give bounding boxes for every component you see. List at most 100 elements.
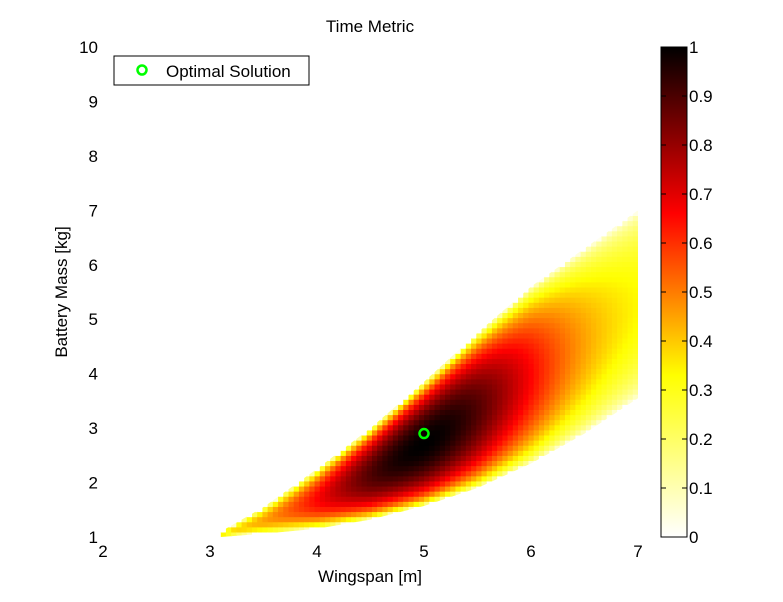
heat-cell	[580, 419, 587, 426]
heat-cell	[345, 516, 352, 523]
heat-cell	[241, 521, 248, 528]
heat-cell	[408, 429, 415, 436]
heat-cell	[460, 429, 467, 436]
heat-cell	[591, 307, 597, 314]
heat-cell	[591, 373, 597, 380]
heat-cell	[559, 297, 566, 303]
heat-cell	[471, 399, 477, 405]
heat-cell	[471, 378, 477, 385]
heat-cell	[632, 286, 638, 293]
heat-cell	[319, 501, 326, 507]
heat-cell	[465, 409, 472, 416]
heat-cell	[507, 348, 514, 354]
heat-cell	[622, 327, 629, 334]
heat-cell	[491, 450, 498, 456]
heat-cell	[497, 414, 503, 421]
heat-cell	[340, 485, 347, 492]
heat-cell	[497, 373, 503, 380]
heat-cell	[632, 332, 638, 339]
x-tick-label: 7	[633, 542, 642, 561]
heat-cell	[601, 337, 608, 344]
heat-cell	[533, 434, 540, 441]
heat-cell	[549, 348, 556, 354]
heat-cell	[512, 388, 519, 395]
heat-cell	[361, 501, 368, 507]
heat-cell	[591, 292, 597, 298]
heat-cell	[345, 455, 352, 462]
heat-cell	[512, 450, 519, 456]
heat-cell	[408, 424, 415, 431]
heat-cell	[575, 399, 582, 405]
heat-cell	[471, 409, 477, 416]
heat-cell	[512, 343, 519, 349]
heat-cell	[585, 409, 592, 416]
heat-cell	[575, 276, 582, 283]
heat-cell	[455, 429, 462, 436]
heat-cell	[418, 475, 425, 482]
heat-cell	[632, 317, 638, 324]
heat-cell	[377, 424, 384, 431]
heat-cell	[502, 419, 509, 426]
heat-cell	[549, 394, 556, 400]
heat-cell	[518, 429, 524, 436]
heat-cell	[439, 399, 446, 405]
heat-cell	[622, 383, 629, 390]
heat-cell	[424, 394, 430, 400]
heat-cell	[486, 337, 493, 344]
heat-cell	[617, 404, 623, 410]
heat-cell	[575, 307, 582, 314]
heat-cell	[445, 404, 451, 410]
heat-cell	[356, 460, 363, 467]
heat-cell	[445, 378, 451, 385]
heat-cell	[575, 363, 582, 370]
heat-cell	[523, 378, 530, 385]
heat-cell	[596, 363, 603, 370]
x-tick-label: 3	[205, 542, 214, 561]
heat-cell	[518, 383, 524, 390]
heat-cell	[476, 332, 483, 339]
heat-cell	[538, 302, 545, 308]
heat-cell	[538, 450, 545, 456]
heat-cell	[450, 491, 457, 497]
heat-cell	[445, 485, 451, 492]
heat-cell	[523, 419, 530, 426]
heat-cell	[617, 246, 623, 252]
heat-cell	[627, 246, 634, 252]
heat-cell	[408, 491, 415, 497]
heat-cell	[371, 506, 378, 513]
heat-cell	[523, 429, 530, 436]
heat-cell	[559, 399, 566, 405]
heat-cell	[434, 388, 441, 395]
heat-cell	[371, 455, 378, 462]
heat-cell	[596, 271, 603, 278]
heat-cell	[418, 409, 425, 416]
heat-cell	[439, 378, 446, 385]
heat-cell	[481, 470, 488, 477]
heat-cell	[439, 496, 446, 502]
heat-cell	[502, 337, 509, 344]
heat-cell	[486, 348, 493, 354]
heat-cell	[533, 348, 540, 354]
heat-cell	[502, 414, 509, 421]
heat-cell	[564, 276, 571, 283]
heat-cell	[314, 491, 321, 497]
heat-cell	[246, 531, 253, 538]
heat-cell	[627, 373, 634, 380]
heat-cell	[544, 414, 550, 421]
heat-cell	[497, 388, 503, 395]
heat-cell	[632, 271, 638, 278]
heat-cell	[445, 414, 451, 421]
heat-cell	[606, 388, 613, 395]
heat-cell	[554, 434, 561, 441]
heat-cell	[622, 240, 629, 247]
heat-cell	[413, 470, 420, 477]
heat-cell	[606, 235, 613, 242]
heat-cell	[418, 480, 425, 487]
heat-cell	[591, 261, 597, 268]
heat-cell	[408, 470, 415, 477]
heat-cell	[293, 521, 300, 528]
heat-cell	[564, 271, 571, 278]
optimal-solution-marker	[418, 427, 430, 440]
heat-cell	[596, 312, 603, 319]
heat-cell	[502, 363, 509, 370]
